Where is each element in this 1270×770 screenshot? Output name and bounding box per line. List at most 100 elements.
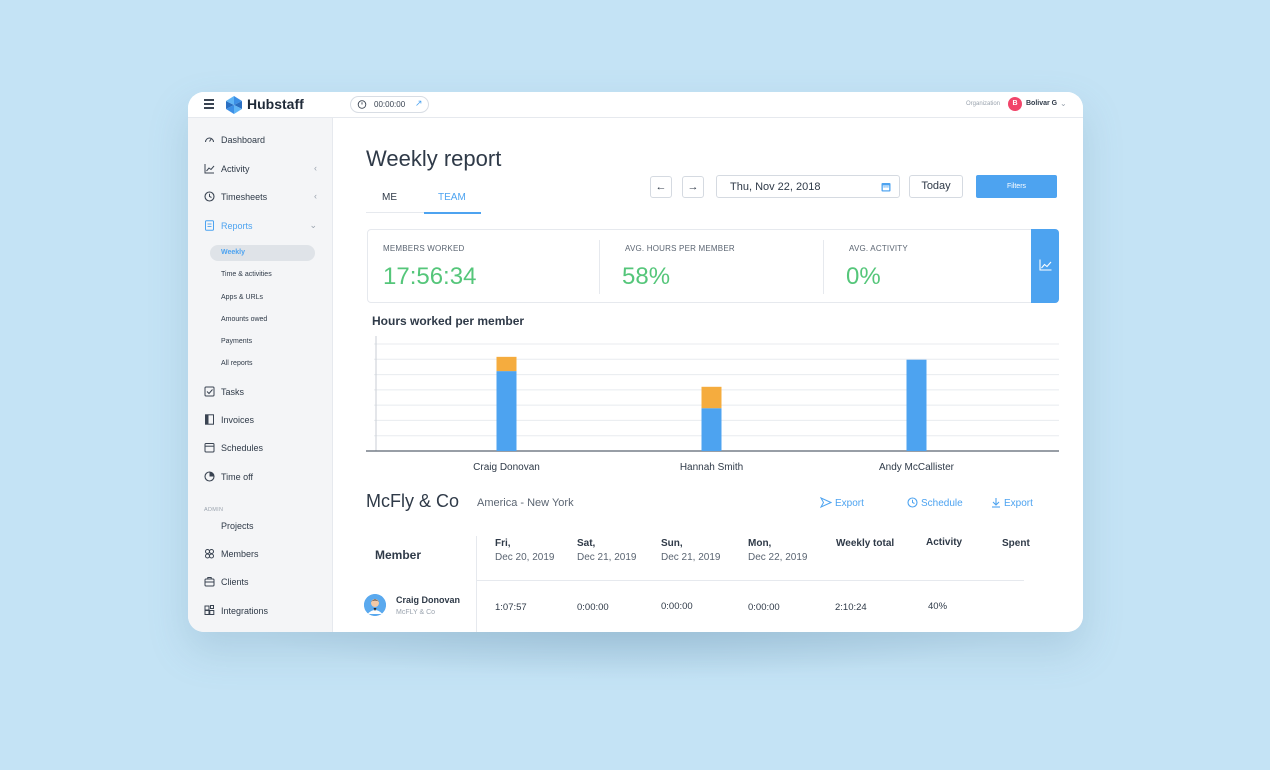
schedule-label: Schedule	[921, 498, 963, 509]
tab-me[interactable]: ME	[382, 192, 397, 203]
sidebar-item-projects[interactable]: Projects	[188, 516, 333, 536]
sidebar-item-schedules[interactable]: Schedules	[188, 438, 333, 458]
sidebar-item-members[interactable]: Members	[188, 544, 333, 564]
clients-icon	[204, 577, 215, 587]
sidebar-subitem-all-reports[interactable]: All reports	[210, 356, 315, 372]
arrow-right-icon: →	[687, 181, 699, 193]
chart-category-label: Hannah Smith	[680, 462, 743, 473]
organization-label: Organization	[966, 101, 1001, 107]
clock-icon	[204, 191, 215, 202]
brand-name: Hubstaff	[247, 96, 304, 112]
sidebar-subitem-label: Weekly	[221, 249, 245, 256]
clock-icon	[907, 497, 918, 508]
menu-icon[interactable]	[204, 99, 214, 109]
tabs-divider	[366, 212, 481, 213]
sidebar-item-clients[interactable]: Clients	[188, 572, 333, 592]
previous-week-button[interactable]: ←	[650, 176, 672, 198]
export-button[interactable]: Export	[819, 496, 864, 509]
app-window: Hubstaff 00:00:00 ↗ Organization B Boliv…	[188, 92, 1083, 632]
sidebar-subitem-label: All reports	[221, 360, 253, 367]
sidebar-item-timesheets[interactable]: Timesheets ‹	[188, 187, 333, 207]
send-icon	[819, 496, 833, 509]
sidebar-item-tasks[interactable]: Tasks	[188, 382, 333, 402]
active-tab-indicator	[424, 212, 481, 214]
column-header-date: Dec 22, 2019	[748, 552, 808, 563]
chart-toggle-button[interactable]	[1031, 229, 1059, 303]
sidebar-subitem-payments[interactable]: Payments	[210, 334, 315, 350]
today-button[interactable]: Today	[909, 175, 963, 198]
chart-bar	[906, 359, 927, 451]
invoices-icon	[205, 414, 214, 425]
download-export-button[interactable]: Export	[991, 497, 1033, 509]
table-cell: 0:00:00	[748, 602, 780, 613]
sidebar-item-integrations[interactable]: Integrations	[188, 601, 333, 621]
stat-label: MEMBERS WORKED	[383, 244, 465, 253]
sidebar-subitem-apps-urls[interactable]: Apps & URLs	[210, 290, 315, 306]
export-label: Export	[835, 498, 864, 509]
sidebar-item-reports[interactable]: Reports ⌄	[188, 216, 333, 236]
main-content: Weekly report ME TEAM ← → Thu, Nov 22, 2…	[334, 118, 1083, 632]
chart-bar	[496, 356, 517, 372]
line-chart-icon	[1039, 259, 1052, 271]
sidebar-item-label: Schedules	[221, 443, 264, 453]
sidebar-item-label: Invoices	[221, 415, 255, 425]
hubstaff-logo-icon	[226, 96, 242, 114]
table-cell: 1:07:57	[495, 602, 527, 613]
calendar-icon	[881, 183, 891, 192]
column-header-spent: Spent	[1002, 538, 1030, 549]
column-header-date: Dec 21, 2019	[661, 552, 721, 563]
chevron-down-icon: ⌄	[309, 220, 317, 230]
chart-bar	[496, 371, 517, 451]
sidebar-subitem-amounts-owed[interactable]: Amounts owed	[210, 312, 315, 328]
date-value: Thu, Nov 22, 2018	[730, 181, 821, 193]
sidebar-item-label: Dashboard	[221, 135, 266, 145]
chart-category-label: Andy McCallister	[879, 462, 955, 473]
admin-section-label: ADMIN	[204, 507, 224, 513]
date-picker[interactable]: Thu, Nov 22, 2018	[716, 175, 900, 198]
sidebar-subitem-label: Payments	[221, 338, 253, 345]
sidebar-item-label: Timesheets	[221, 192, 268, 202]
column-header-date: Dec 21, 2019	[577, 552, 637, 563]
stats-panel: MEMBERS WORKED 17:56:34 AVG. HOURS PER M…	[367, 229, 1059, 303]
sidebar-item-dashboard[interactable]: Dashboard	[188, 130, 333, 150]
table-cell-total: 2:10:24	[835, 602, 867, 613]
user-avatar[interactable]: B	[1008, 97, 1022, 111]
chart-category-label: Craig Donovan	[473, 462, 540, 473]
page-title: Weekly report	[366, 146, 502, 171]
sidebar-item-activity[interactable]: Activity ‹	[188, 159, 333, 179]
table-cell: 0:00:00	[661, 601, 693, 612]
sidebar-subitem-time-activities[interactable]: Time & activities	[210, 267, 315, 283]
activity-icon	[204, 164, 215, 174]
column-header-date: Dec 20, 2019	[495, 552, 555, 563]
chevron-down-icon[interactable]: ⌄	[1060, 99, 1067, 108]
sidebar-item-label: Activity	[221, 164, 250, 174]
stopwatch-icon	[357, 100, 367, 109]
schedule-button[interactable]: Schedule	[907, 497, 963, 509]
member-name[interactable]: Craig Donovan	[396, 595, 461, 605]
open-timer-icon[interactable]: ↗	[415, 98, 423, 108]
sidebar-item-invoices[interactable]: Invoices	[188, 410, 333, 430]
stat-value: 0%	[846, 263, 881, 290]
sidebar-item-time-off[interactable]: Time off	[188, 467, 333, 487]
download-icon	[992, 498, 1000, 508]
stat-value: 17:56:34	[383, 263, 477, 290]
member-org: McFLY & Co	[396, 609, 436, 616]
column-header-activity: Activity	[926, 537, 963, 548]
company-name: McFly & Co	[366, 491, 460, 511]
user-name[interactable]: Bolivar G	[1026, 100, 1058, 107]
tab-team[interactable]: TEAM	[438, 192, 466, 203]
dashboard-icon	[205, 137, 214, 143]
column-header-weekly-total: Weekly total	[836, 538, 895, 549]
timezone-label: America - New York	[477, 497, 574, 509]
reports-icon	[205, 220, 214, 231]
sidebar-subitem-label: Apps & URLs	[221, 294, 264, 301]
sidebar-item-label: Members	[221, 549, 259, 559]
avatar	[364, 594, 386, 616]
column-header-day: Mon,	[748, 538, 772, 549]
timer-widget[interactable]: 00:00:00 ↗	[350, 96, 429, 113]
filters-button[interactable]: Filters	[976, 175, 1057, 198]
sidebar-subitem-weekly[interactable]: Weekly	[210, 245, 315, 261]
sidebar-subitem-label: Amounts owed	[221, 316, 268, 323]
next-week-button[interactable]: →	[682, 176, 704, 198]
stat-divider	[599, 240, 600, 294]
